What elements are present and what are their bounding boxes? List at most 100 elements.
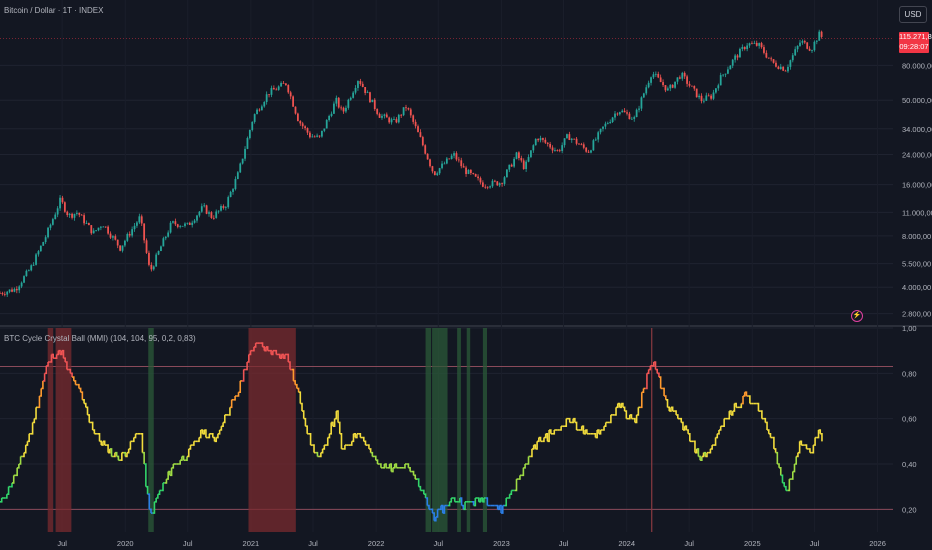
price-candle: [681, 72, 684, 79]
price-candle: [263, 101, 266, 107]
indicator-line-segment: [655, 368, 659, 374]
price-candle: [433, 171, 436, 176]
indicator-line-segment: [537, 437, 540, 443]
indicator-line-segment: [458, 498, 461, 503]
grid-lines: [0, 38, 932, 510]
price-candle: [525, 161, 528, 170]
price-candle: [73, 213, 76, 218]
indicator-line-segment: [312, 444, 315, 453]
indicator-line-segment: [229, 399, 233, 409]
price-candle: [650, 77, 652, 83]
indicator-line-segment: [772, 436, 775, 449]
indicator-line-segment: [485, 497, 489, 506]
price-candle: [534, 139, 537, 146]
indicator-line-segment: [169, 467, 173, 477]
indicator-line-segment: [509, 490, 513, 496]
indicator-line-segment: [279, 354, 283, 360]
price-candle: [409, 109, 412, 116]
price-candle: [376, 109, 379, 114]
price-candle: [779, 66, 782, 69]
indicator-line-segment: [125, 452, 128, 458]
indicator-line-segment: [787, 479, 791, 492]
axes: 80.000,00 50.000,00 34.000,00 24.000,00 16.0…: [57, 61, 932, 548]
price-candle: [268, 94, 270, 96]
time-tick-label: 2024: [618, 539, 635, 548]
price-tick-label: 2.800,00: [902, 310, 931, 319]
price-candle: [671, 84, 674, 88]
indicator-line-segment: [374, 455, 377, 461]
price-candle: [498, 183, 501, 186]
indicator-line-segment: [422, 489, 425, 495]
price-candle: [35, 254, 37, 265]
indicator-line-segment: [157, 490, 161, 496]
indicator-line-segment: [653, 361, 657, 370]
price-candle: [140, 216, 143, 224]
indicator-line-segment: [187, 448, 190, 458]
price-candle: [662, 82, 664, 86]
price-candle: [772, 59, 775, 63]
price-candle: [160, 246, 162, 252]
price-candle: [162, 238, 165, 247]
price-candle: [272, 88, 275, 90]
chart-title[interactable]: Bitcoin / Dollar · 1T · INDEX: [4, 6, 104, 15]
price-candle: [544, 139, 547, 143]
indicator-line-segment: [171, 464, 175, 469]
indicator-line-segment: [616, 403, 619, 409]
price-candle: [32, 264, 35, 266]
indicator-line-segment: [37, 396, 41, 409]
price-candle: [489, 186, 491, 188]
indicator-line-segment: [531, 445, 535, 450]
indicator-line-segment: [154, 498, 157, 503]
indicator-line-segment: [535, 441, 538, 450]
time-tick-label: 2021: [243, 539, 260, 548]
indicator-line-segment: [197, 437, 200, 443]
indicator-line-segment: [65, 361, 68, 370]
indicator-line-segment: [676, 414, 679, 419]
indicator-line-segment: [430, 508, 434, 514]
price-candle: [537, 139, 540, 141]
price-candle: [15, 288, 18, 291]
indicator-line-segment: [305, 425, 308, 434]
indicator-title[interactable]: BTC Cycle Crystal Ball (MMI) (104, 104, …: [4, 334, 196, 343]
price-candle: [702, 100, 705, 102]
indicator-line-segment: [461, 504, 465, 510]
indicator-line-segment: [319, 452, 322, 458]
time-tick-label: 2022: [368, 539, 385, 548]
indicator-tick-label: 1,00: [902, 324, 917, 333]
indicator-line-segment: [609, 414, 612, 424]
time-tick-label: 2023: [493, 539, 510, 548]
price-candle: [299, 121, 302, 124]
price-candle: [472, 173, 475, 174]
price-candle: [296, 113, 299, 122]
price-candle: [674, 81, 676, 88]
indicator-line-segment: [211, 432, 214, 438]
price-candle: [763, 47, 765, 53]
price-candle: [491, 180, 494, 187]
indicator-line-segment: [113, 452, 116, 458]
indicator-line-segment: [123, 451, 127, 457]
price-candle: [371, 99, 374, 103]
price-candle: [715, 88, 717, 93]
indicator-line-segment: [283, 354, 286, 360]
price-candle: [248, 129, 251, 139]
price-candle: [638, 108, 640, 110]
indicator-line-segment: [418, 485, 422, 491]
price-candle: [87, 223, 90, 226]
indicator-line-segment: [379, 463, 382, 468]
price-candle: [318, 135, 321, 137]
indicator-line-segment: [463, 501, 466, 511]
indicator-line-segment: [804, 444, 808, 449]
price-candle: [590, 150, 592, 153]
price-candle: [8, 289, 11, 292]
price-candle: [513, 158, 516, 167]
indicator-line-segment: [274, 349, 278, 355]
indicator-line-segment: [743, 392, 746, 397]
lightning-icon[interactable]: ⚡: [851, 310, 863, 322]
price-candle: [578, 143, 580, 145]
currency-button[interactable]: USD: [899, 6, 927, 23]
price-candle: [397, 114, 400, 123]
indicator-line-segment: [646, 369, 650, 375]
indicator-line-segment: [367, 444, 370, 449]
indicator-line-segment: [501, 505, 504, 514]
